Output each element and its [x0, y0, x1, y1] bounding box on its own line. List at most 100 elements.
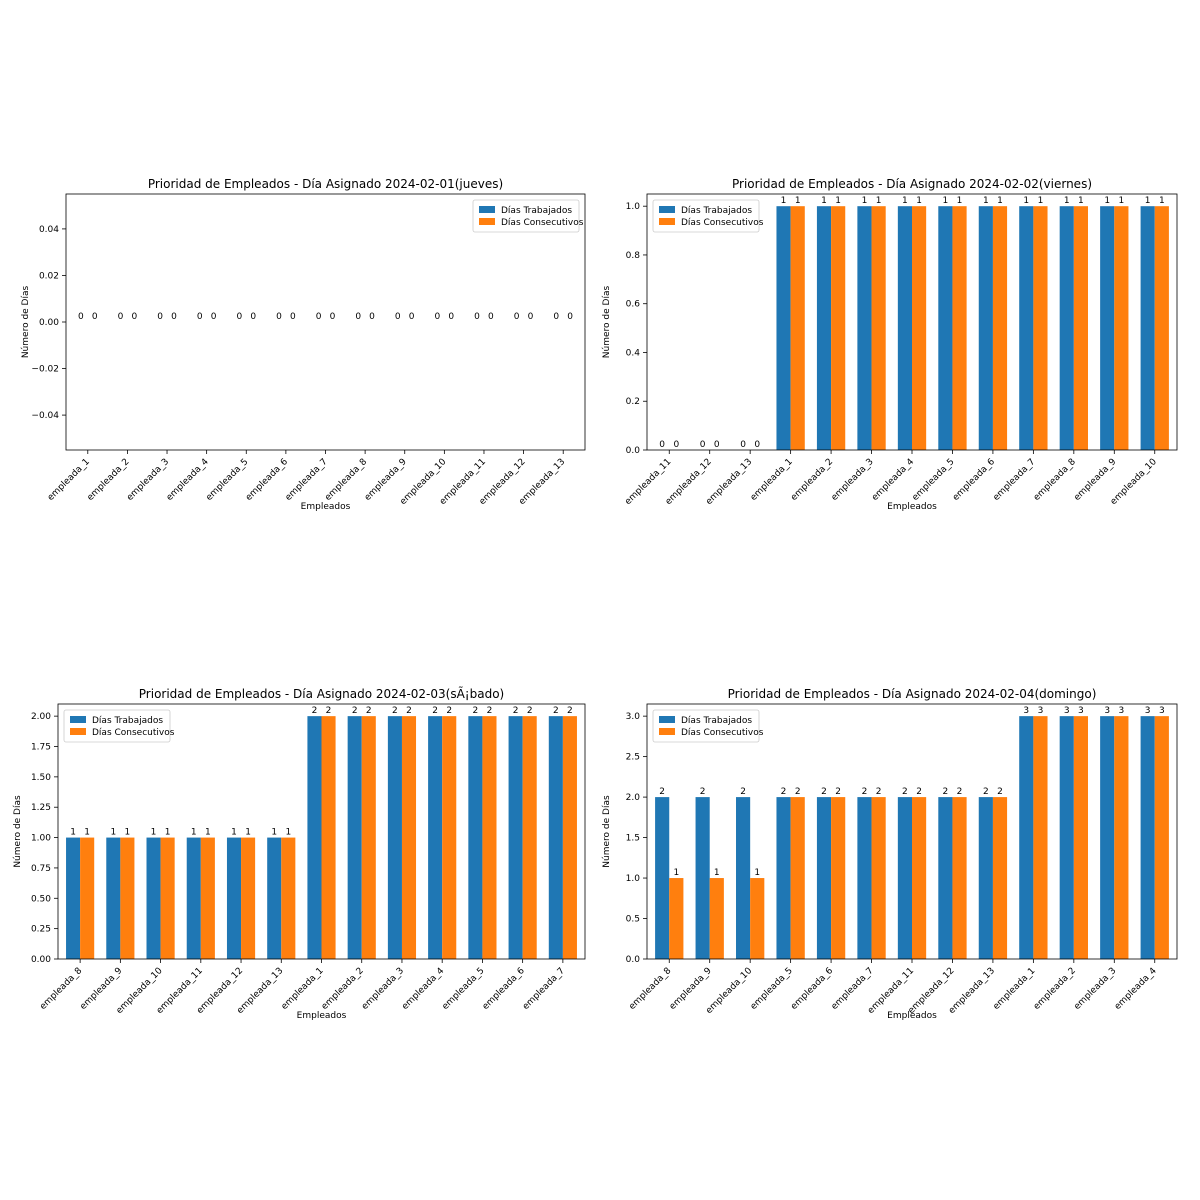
data-label: 1	[997, 196, 1003, 206]
data-label: 1	[191, 828, 197, 838]
bar-dias-trabajados-empleada_1	[1019, 716, 1034, 959]
legend-label: Días Trabajados	[92, 716, 163, 726]
bar-dias-consecutivos-empleada_3	[401, 716, 417, 959]
data-label: 0	[171, 312, 177, 322]
data-label: 0	[236, 312, 242, 322]
y-tick-label: 1.5	[626, 834, 640, 844]
y-tick-label: 0.04	[39, 225, 59, 235]
chart-2: 0 0 01 1 1 1 1 1 1 1 1 10 0 01 1 1 1 1 1 1 1 1 10.00.20.40.60.…	[602, 177, 1178, 512]
data-label: 1	[125, 828, 131, 838]
x-tick-label: empleada_1	[749, 457, 795, 503]
y-tick-label: 2.00	[31, 712, 51, 722]
data-label: 2	[446, 706, 452, 716]
x-tick-label: empleada_2	[789, 457, 835, 503]
data-label: 2	[700, 787, 706, 797]
y-tick-label: 1.25	[31, 803, 51, 813]
bar-dias-consecutivos-empleada_11	[912, 797, 927, 959]
data-label: 2	[835, 787, 841, 797]
x-tick-label: empleada_7	[521, 966, 567, 1012]
legend-swatch-trabajados	[659, 206, 675, 213]
data-label: 0	[131, 312, 137, 322]
data-label: 1	[983, 196, 989, 206]
bar-dias-consecutivos-empleada_1	[321, 716, 336, 959]
y-tick-label: 2.5	[626, 753, 640, 763]
bar-dias-consecutivos-empleada_9	[120, 837, 135, 959]
x-tick-label: empleada_3	[830, 457, 876, 503]
bar-dias-trabajados-empleada_1	[776, 206, 791, 450]
bar-dias-consecutivos-empleada_3	[871, 206, 886, 450]
data-label: 0	[435, 312, 441, 322]
x-tick-label: empleada_5	[749, 966, 795, 1012]
legend-swatch-trabajados	[659, 716, 675, 723]
bar-dias-trabajados-empleada_10	[1140, 206, 1155, 450]
legend-label: Días Consecutivos	[681, 218, 764, 228]
legend: Días Trabajados Días Consecutivos	[652, 199, 764, 233]
y-tick-label: 0.4	[626, 348, 641, 358]
bar-dias-trabajados-empleada_9	[695, 797, 710, 959]
data-label: 1	[245, 828, 251, 838]
bar-dias-consecutivos-empleada_5	[790, 797, 805, 959]
bar-dias-consecutivos-empleada_10	[1154, 206, 1169, 450]
bar-dias-consecutivos-empleada_12	[952, 797, 967, 959]
y-tick-label: 1.00	[31, 834, 51, 844]
x-tick-label: empleada_3	[1072, 966, 1118, 1012]
y-tick-label: 0.0	[626, 446, 641, 456]
data-label: 1	[1038, 196, 1044, 206]
data-label: 0	[714, 440, 720, 450]
data-label: 1	[876, 196, 882, 206]
legend-label: Días Consecutivos	[681, 728, 764, 738]
x-axis-label: Empleados	[301, 502, 351, 512]
bar-dias-consecutivos-empleada_13	[281, 837, 296, 959]
legend-label: Días Consecutivos	[501, 218, 584, 228]
data-label: 1	[1104, 196, 1110, 206]
data-label: 1	[1078, 196, 1084, 206]
data-label: 0	[740, 440, 746, 450]
data-label: 0	[528, 312, 534, 322]
data-label: 3	[1064, 706, 1070, 716]
data-label: 2	[473, 706, 479, 716]
bars: 1 1 1 1 1 12 2 2 2 2 2 21 1 1 1 1 12 2 2 2 2 2 2	[66, 706, 577, 959]
bar-dias-consecutivos-empleada_1	[1033, 716, 1048, 959]
chart-title: Prioridad de Empleados - Día Asignado 20…	[139, 686, 504, 701]
legend-swatch-trabajados	[479, 206, 495, 213]
data-label: 2	[326, 706, 332, 716]
data-label: 3	[1023, 706, 1029, 716]
data-label: 0	[395, 312, 401, 322]
data-label: 3	[1119, 706, 1125, 716]
x-axis-label: Empleados	[297, 1011, 347, 1021]
bar-dias-consecutivos-empleada_11	[200, 837, 215, 959]
bar-dias-trabajados-empleada_2	[347, 716, 362, 959]
x-tick-label: empleada_2	[1032, 966, 1078, 1012]
bar-dias-trabajados-empleada_12	[938, 797, 953, 959]
data-label: 1	[84, 828, 90, 838]
legend-box	[63, 709, 171, 743]
legend: Días Trabajados Días Consecutivos	[652, 709, 764, 743]
data-label: 2	[862, 787, 868, 797]
bar-dias-consecutivos-empleada_1	[790, 206, 805, 450]
data-label: 1	[916, 196, 922, 206]
bar-dias-trabajados-empleada_12	[226, 837, 242, 959]
bar-dias-trabajados-empleada_8	[655, 797, 670, 959]
y-tick-label: 1.0	[626, 874, 641, 884]
data-label: 1	[285, 828, 291, 838]
bar-dias-consecutivos-empleada_13	[992, 797, 1008, 959]
data-label: 0	[659, 440, 665, 450]
data-label: 0	[92, 312, 98, 322]
x-tick-label: empleada_7	[992, 457, 1038, 503]
bar-dias-consecutivos-empleada_9	[709, 878, 724, 959]
bar-dias-trabajados-empleada_3	[857, 206, 872, 450]
bar-dias-trabajados-empleada_5	[468, 716, 483, 959]
data-label: 0	[700, 440, 706, 450]
data-label: 0	[754, 440, 760, 450]
data-label: 2	[312, 706, 318, 716]
data-label: 1	[231, 828, 237, 838]
bar-dias-consecutivos-empleada_8	[1073, 206, 1088, 450]
data-label: 1	[70, 828, 76, 838]
x-tick-label: empleada_1	[992, 966, 1038, 1012]
data-label: 3	[1104, 706, 1110, 716]
y-tick-label: −0.04	[31, 411, 59, 421]
data-label: 2	[997, 787, 1003, 797]
y-axis-label: Número de Días	[602, 286, 612, 359]
bar-dias-consecutivos-empleada_7	[1033, 206, 1048, 450]
bar-dias-consecutivos-empleada_5	[482, 716, 497, 959]
